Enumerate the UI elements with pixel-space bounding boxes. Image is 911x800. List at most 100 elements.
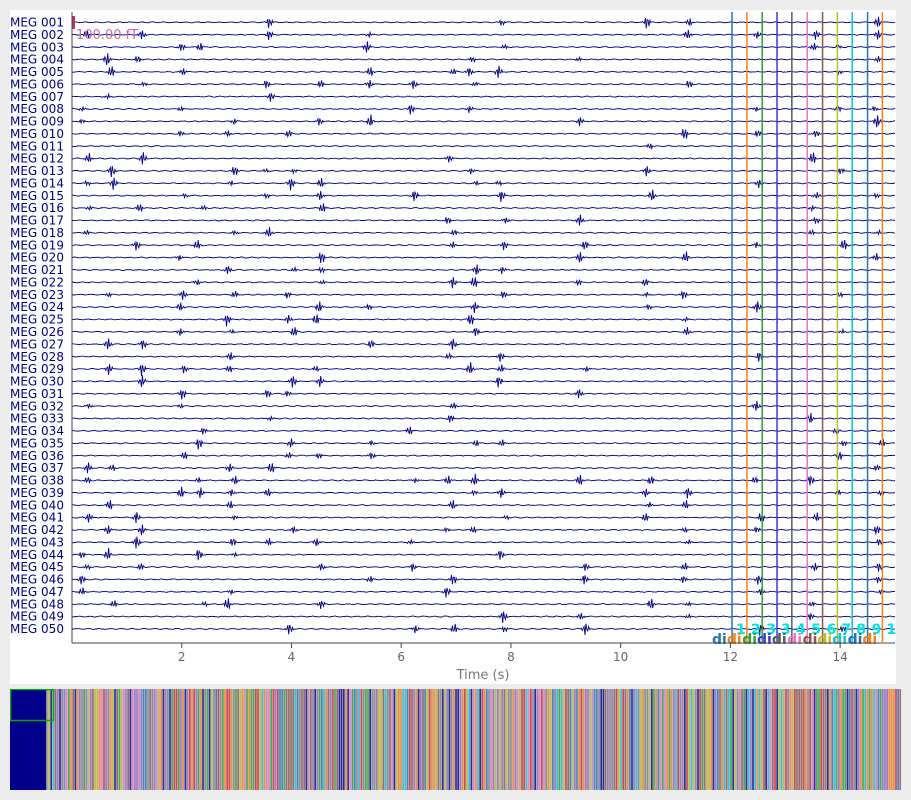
overview-stripe [376, 689, 378, 790]
channel-label: MEG 044 [10, 548, 64, 562]
overview-stripe [719, 689, 721, 790]
overview-stripe [622, 689, 624, 790]
overview-stripe [593, 689, 596, 790]
overview-stripe [175, 689, 178, 790]
overview-stripe [767, 689, 770, 790]
channel-trace [71, 264, 896, 275]
overview-stripe [435, 689, 437, 790]
channel-label: MEG 049 [10, 610, 64, 624]
overview-stripe [615, 689, 618, 790]
overview-stripe [263, 689, 266, 790]
overview-stripe [360, 689, 363, 790]
overview-stripe [186, 689, 189, 790]
overview-stripe [235, 689, 237, 790]
raw-browser-panel[interactable]: 1 di 2 di 3 di 3 di 4 di 5 di 6 di 7 di 8 di 9 di 1 di MEG 00… [10, 10, 896, 684]
overview-stripe [74, 689, 77, 790]
overview-stripe [136, 689, 138, 790]
overview-stripe [327, 689, 330, 790]
overview-stripe [413, 689, 415, 790]
overview-stripe [252, 689, 255, 790]
overview-stripe [450, 689, 453, 790]
channel-trace [71, 400, 896, 411]
overview-stripe [714, 689, 717, 790]
overview-stripe [609, 689, 611, 790]
overview-stripe [164, 689, 167, 790]
overview-stripe [499, 689, 501, 790]
channel-trace [71, 547, 896, 561]
overview-stripe [868, 689, 871, 790]
overview-stripe [494, 689, 497, 790]
overview-stripe [728, 689, 730, 790]
overview-stripe [721, 689, 723, 790]
overview-stripe [211, 689, 213, 790]
overview-stripe [160, 689, 162, 790]
overview-stripe [774, 689, 776, 790]
overview-stripe [389, 689, 391, 790]
overview-stripe [554, 689, 556, 790]
overview-stripe [853, 689, 855, 790]
channel-label: MEG 001 [10, 16, 64, 30]
overview-bar[interactable] [10, 689, 901, 790]
overview-stripe [475, 689, 477, 790]
overview-stripe [659, 689, 662, 790]
annotation-number: 2 [751, 622, 761, 638]
channel-label: MEG 043 [10, 536, 64, 550]
overview-stripe [103, 689, 105, 790]
overview-stripe [356, 689, 358, 790]
overview-stripe [664, 689, 666, 790]
overview-stripe [862, 689, 864, 790]
channel-trace [71, 486, 896, 499]
overview-stripe [646, 689, 649, 790]
channel-trace [71, 65, 896, 78]
overview-stripe [316, 689, 319, 790]
overview-stripe [725, 689, 728, 790]
overview-stripe [340, 689, 343, 790]
overview-stripe [558, 689, 561, 790]
overview-stripe [833, 689, 836, 790]
overview-stripe [846, 689, 849, 790]
overview-stripe [279, 689, 281, 790]
overview-stripe [686, 689, 688, 790]
channel-label: MEG 047 [10, 585, 64, 599]
channel-trace [71, 375, 896, 388]
overview-stripe [50, 689, 52, 790]
overview-stripe [514, 689, 517, 790]
channel-label: MEG 005 [10, 65, 64, 79]
channel-trace [71, 473, 896, 486]
overview-stripe [835, 689, 838, 790]
overview-plot[interactable] [10, 689, 901, 790]
channel-trace [71, 251, 896, 264]
overview-stripe [536, 689, 539, 790]
overview-stripe [288, 689, 290, 790]
overview-stripe [241, 689, 244, 790]
channel-trace [71, 362, 896, 377]
channel-label: MEG 030 [10, 375, 64, 389]
channel-label: MEG 034 [10, 424, 64, 438]
overview-stripe [756, 689, 759, 790]
overview-stripe [125, 689, 127, 790]
annotation-number: 1 [736, 622, 746, 638]
overview-stripe [305, 689, 308, 790]
overview-stripe [145, 689, 147, 790]
channel-trace [71, 105, 896, 115]
overview-stripe [648, 689, 651, 790]
channel-trace [71, 500, 896, 510]
channel-label: MEG 009 [10, 115, 64, 129]
overview-stripe [574, 689, 576, 790]
overview-stripe [666, 689, 668, 790]
overview-stripe [217, 689, 220, 790]
overview-stripe [750, 689, 752, 790]
overview-stripe [809, 689, 811, 790]
overview-stripe [670, 689, 673, 790]
overview-viewport-box[interactable] [10, 689, 55, 722]
overview-stripe [402, 689, 404, 790]
overview-stripe [384, 689, 387, 790]
overview-stripe [208, 689, 211, 790]
overview-stripe [580, 689, 583, 790]
overview-stripe [409, 689, 411, 790]
channel-label: MEG 026 [10, 325, 64, 339]
channel-label: MEG 007 [10, 90, 64, 104]
overview-stripe [677, 689, 679, 790]
